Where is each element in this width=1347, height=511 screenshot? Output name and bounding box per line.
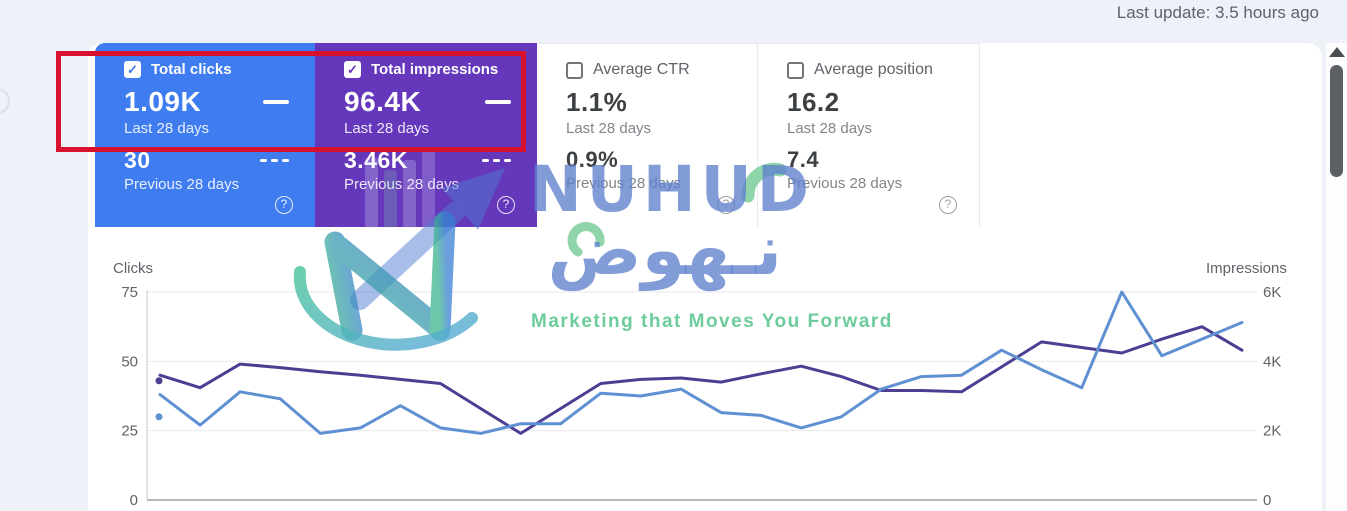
checkbox-average-position[interactable]: ✓: [787, 61, 804, 79]
help-icon[interactable]: ?: [939, 196, 957, 214]
metric-value: 1.09K: [124, 86, 202, 117]
metric-value: 16.2: [787, 87, 840, 117]
metric-card-label: Average position: [814, 61, 933, 78]
checkmark-icon: ✓: [347, 61, 358, 77]
annotation-rectangle: [56, 51, 526, 152]
checkbox-total-impressions[interactable]: ✓: [344, 60, 361, 78]
solid-line-legend-icon: [263, 100, 289, 104]
help-icon[interactable]: ?: [497, 196, 515, 214]
solid-line-legend-icon: [485, 100, 511, 104]
help-icon[interactable]: ?: [717, 196, 735, 214]
dotted-line-legend-icon: [482, 158, 511, 163]
left-axis-title: Clicks: [113, 260, 153, 277]
metric-card-average-position[interactable]: ✓ Average position 16.2 Last 28 days 7.4…: [758, 43, 980, 227]
metric-period-label: Last 28 days: [124, 120, 210, 137]
metric-card-average-ctr[interactable]: ✓ Average CTR 1.1% Last 28 days 0.9% Pre…: [537, 43, 758, 227]
metric-period-label: Last 28 days: [566, 120, 652, 137]
checkbox-total-clicks[interactable]: ✓: [124, 60, 141, 78]
metric-value: 96.4K: [344, 86, 422, 117]
scrollbar-thumb[interactable]: [1330, 65, 1343, 177]
metric-card-total-clicks[interactable]: ✓ Total clicks 1.09K Last 28 days 30 Pre…: [95, 43, 315, 227]
metric-card-total-impressions[interactable]: ✓ Total impressions 96.4K Last 28 days 3…: [315, 43, 537, 227]
cropped-circle-decoration: [0, 88, 10, 114]
metric-prev-period-label: Previous 28 days: [344, 176, 460, 193]
scrollbar-up-arrow-icon[interactable]: [1329, 47, 1345, 57]
help-icon[interactable]: ?: [275, 196, 293, 214]
metric-card-label: Average CTR: [593, 61, 690, 78]
last-update-text: Last update: 3.5 hours ago: [1116, 3, 1319, 22]
vertical-scrollbar[interactable]: [1326, 43, 1347, 511]
metric-card-label: Total impressions: [371, 60, 499, 78]
metric-period-label: Last 28 days: [344, 120, 430, 137]
metric-card-label: Total clicks: [151, 60, 232, 78]
dotted-line-legend-icon: [260, 158, 289, 163]
metric-value: 1.1%: [566, 87, 628, 117]
metric-prev-period-label: Previous 28 days: [787, 175, 903, 192]
checkbox-average-ctr[interactable]: ✓: [566, 61, 583, 79]
metric-period-label: Last 28 days: [787, 120, 873, 137]
metric-prev-value: 0.9%: [566, 147, 619, 172]
metric-prev-period-label: Previous 28 days: [566, 175, 682, 192]
right-axis-title: Impressions: [1206, 260, 1287, 277]
metric-prev-value: 7.4: [787, 147, 820, 172]
metric-prev-period-label: Previous 28 days: [124, 176, 240, 193]
checkmark-icon: ✓: [127, 61, 138, 77]
